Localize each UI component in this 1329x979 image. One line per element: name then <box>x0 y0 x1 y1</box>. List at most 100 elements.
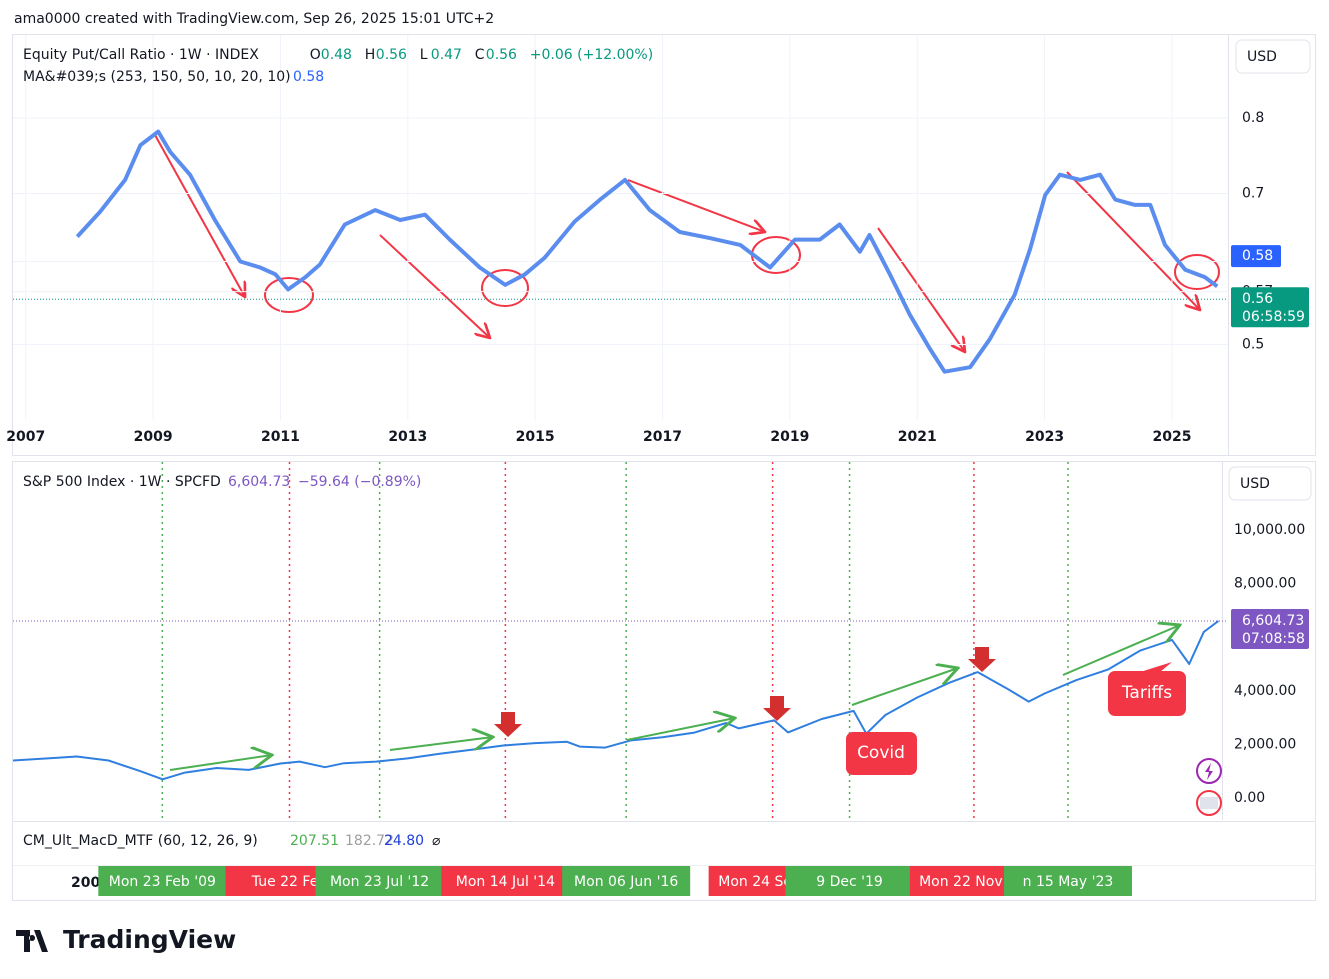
down-arrow <box>763 696 791 721</box>
down-arrow <box>494 712 522 737</box>
flag-icon <box>1200 797 1218 809</box>
ohlc-label: O <box>310 47 321 63</box>
circle <box>1174 254 1220 290</box>
circle <box>481 269 529 307</box>
currency-label: USD <box>1247 49 1277 65</box>
indicator-symbol: ⌀ <box>432 833 441 849</box>
trend-arrow <box>851 668 958 706</box>
date-label-box <box>1003 866 1132 896</box>
annotation-pointer <box>1140 662 1172 672</box>
y-tick-label: 0.5 <box>1242 337 1264 353</box>
date-label: Tue 22 Feb <box>251 874 328 890</box>
x-tick-label: 2013 <box>388 429 427 445</box>
date-label: 9 Dec '19 <box>816 874 883 890</box>
x-tick-label: 2009 <box>134 429 173 445</box>
date-label-box <box>785 866 914 896</box>
down-arrows <box>494 647 996 737</box>
annotation-box <box>1108 671 1186 716</box>
ohlc-value: 0.56 <box>376 47 407 63</box>
trend-arrow <box>389 737 493 751</box>
price-badge <box>1231 287 1309 328</box>
brand: TradingView <box>63 925 236 954</box>
trend-arrow <box>154 134 245 297</box>
ma-badge-value: 0.58 <box>1242 248 1273 264</box>
ohlc-value: 0.56 <box>486 47 517 63</box>
annotation-box <box>846 732 917 775</box>
caption: ama0000 created with TradingView.com, Se… <box>14 11 494 27</box>
ohlc-value: 0.48 <box>321 47 352 63</box>
logo: TradingView <box>16 925 236 954</box>
series-line <box>75 129 1219 374</box>
date-label: Mon 23 Feb '09 <box>109 874 216 890</box>
currency-label: USD <box>1240 476 1270 492</box>
trend-arrow <box>626 718 735 741</box>
event-icon-glyph <box>1205 763 1213 780</box>
indicator-name: CM_Ult_MacD_MTF (60, 12, 26, 9) <box>23 833 258 849</box>
y-tick-label: 0.7 <box>1242 186 1264 202</box>
y-tick-label: 2,000.00 <box>1234 736 1296 752</box>
legend-value: 0.58 <box>293 69 324 85</box>
date-label: Mon 06 Jun '16 <box>574 874 678 890</box>
legend-series: MA&#039;s (253, 150, 50, 10, 20, 10) <box>23 69 291 85</box>
x-tick-label: 2019 <box>770 429 809 445</box>
y-tick-label: 8,000.00 <box>1234 576 1296 592</box>
change: +0.06 (+12.00%) <box>530 47 653 63</box>
pane-frame <box>12 461 1316 901</box>
annotation: Tariffs <box>1121 683 1172 703</box>
ohlc-label: C <box>475 47 485 63</box>
price-badge-value: 0.56 <box>1242 291 1273 307</box>
indicator-value: 182.72 <box>345 833 394 849</box>
date-label-box <box>441 866 570 896</box>
logo-mark <box>16 930 48 952</box>
annotations-bottom <box>169 625 1180 771</box>
indicator-value: 207.51 <box>290 833 339 849</box>
ohlc-value: 0.47 <box>431 47 462 63</box>
annotation: Covid <box>857 743 905 763</box>
ma-badge <box>1231 245 1281 268</box>
x-tick-label: 2017 <box>643 429 682 445</box>
ohlc-label: H <box>365 47 376 63</box>
date-label: Mon 14 Jul '14 <box>456 874 555 890</box>
date-label: n 15 May '23 <box>1023 874 1114 890</box>
price-badge <box>1231 609 1309 650</box>
down-arrow <box>968 647 996 672</box>
trend-arrow <box>1066 171 1200 310</box>
date-label-box <box>315 866 444 896</box>
trend-arrow <box>169 755 272 771</box>
legend-title: S&P 500 Index · 1W · SPCFD <box>23 474 221 490</box>
price-badge-countdown: 07:08:58 <box>1242 631 1305 647</box>
trend-arrow <box>1062 625 1180 676</box>
legend-value: 6,604.73 <box>228 474 290 490</box>
series-line <box>13 620 1219 781</box>
x-tick-label: 2015 <box>516 429 555 445</box>
ohlc-label: L <box>420 47 428 63</box>
change: −59.64 (−0.89%) <box>298 474 421 490</box>
trend-arrow <box>877 227 965 352</box>
circle <box>264 277 314 313</box>
date-label-box <box>562 866 691 896</box>
x-tick-label: 2025 <box>1152 429 1191 445</box>
y-tick-label: 4,000.00 <box>1234 683 1296 699</box>
price-badge-value: 6,604.73 <box>1242 613 1304 629</box>
trend-arrow <box>627 179 765 232</box>
price-badge-countdown: 06:58:59 <box>1242 309 1305 325</box>
annotations-top <box>154 134 1220 352</box>
chart-layer <box>13 35 1228 820</box>
date-label: Mon 23 Jul '12 <box>330 874 429 890</box>
x-tick-label: 2023 <box>1025 429 1064 445</box>
x-tick-label: 2011 <box>261 429 300 445</box>
x-tick-label: 2021 <box>898 429 937 445</box>
indicator-value: 24.80 <box>384 833 424 849</box>
date-label-box <box>98 866 227 896</box>
currency-button[interactable] <box>1228 466 1312 501</box>
trend-arrow <box>379 234 490 338</box>
pane-frame <box>12 34 1316 456</box>
x-tick-label: 2007 <box>6 429 45 445</box>
currency-button[interactable] <box>1235 39 1311 74</box>
x-fragment: 200 <box>71 875 100 891</box>
y-tick-label: 0.00 <box>1234 790 1265 806</box>
y-tick-label: 0.8 <box>1242 110 1264 126</box>
